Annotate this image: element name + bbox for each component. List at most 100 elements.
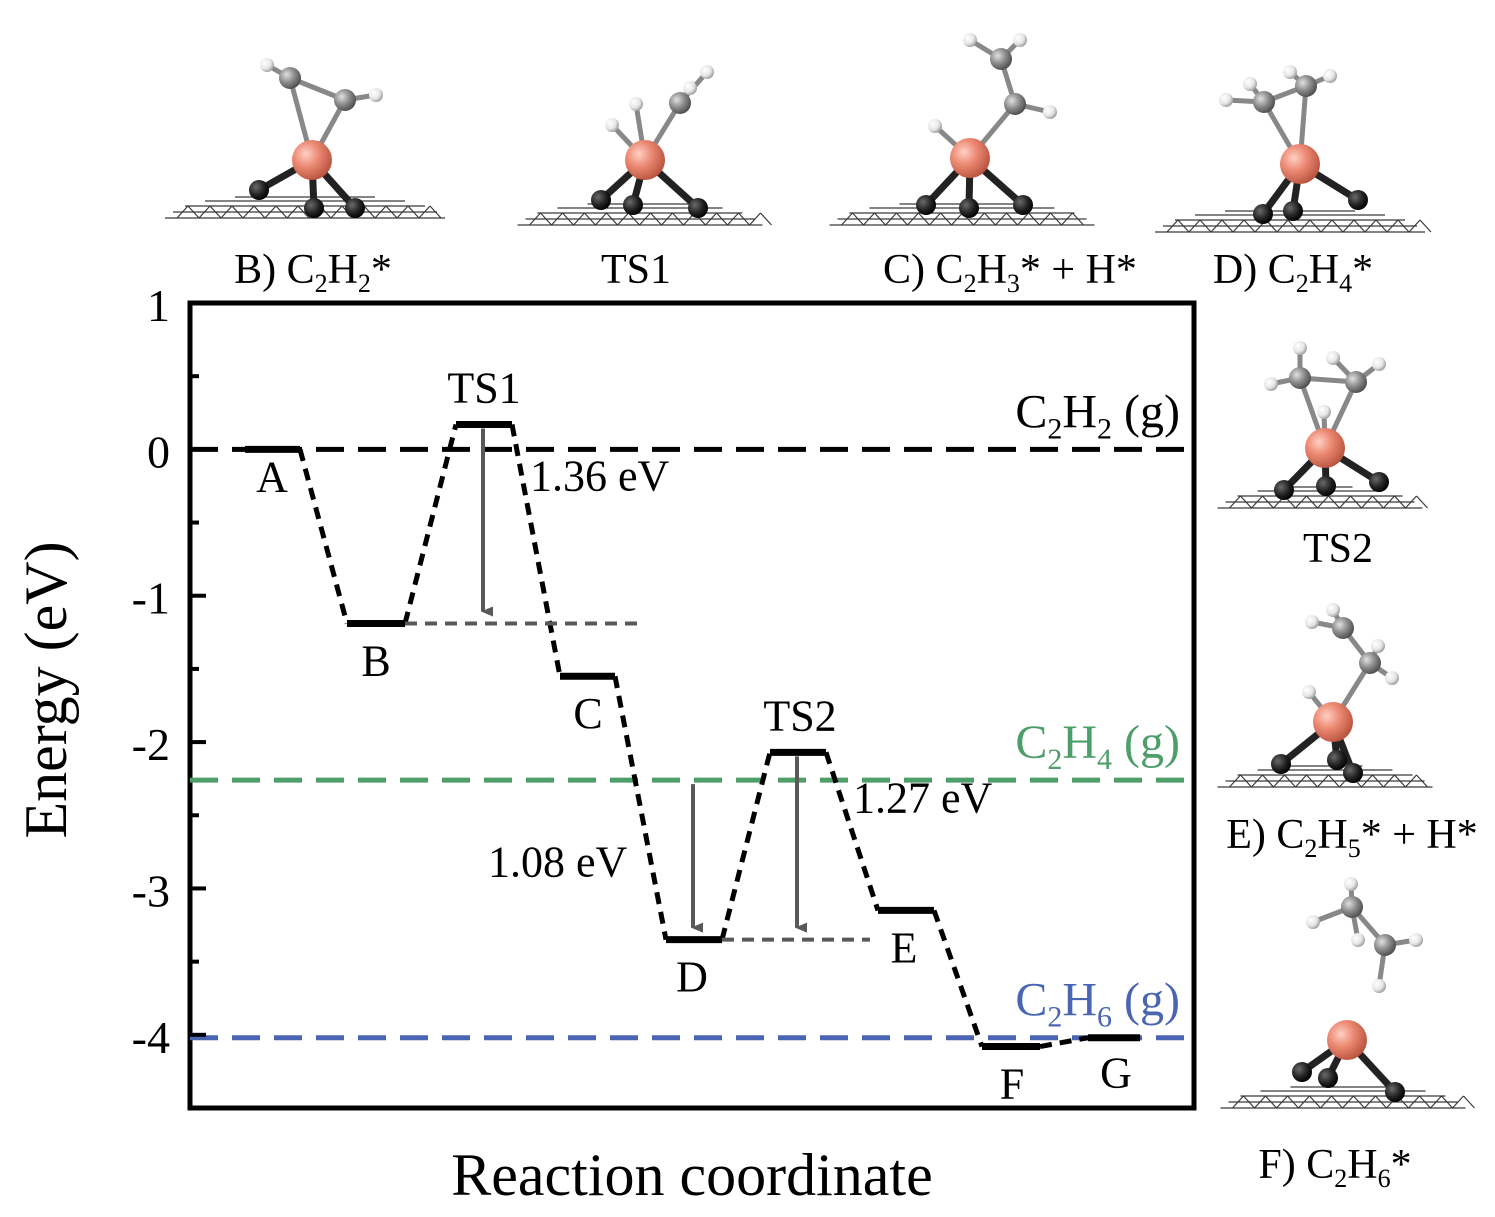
molecular-structures xyxy=(165,33,1475,1109)
substrate-bond xyxy=(275,205,288,219)
substrate-bond xyxy=(1287,219,1300,233)
substrate-bond xyxy=(209,205,222,219)
hydrogen-atom xyxy=(683,81,697,95)
substrate-bond xyxy=(573,212,585,226)
hydrogen-atom xyxy=(1302,685,1316,699)
hydrogen-atom xyxy=(1372,979,1386,993)
carbon-atom xyxy=(1332,617,1354,639)
substrate-bond xyxy=(973,212,985,226)
carbon-atom xyxy=(1359,652,1381,674)
state-label-g: G xyxy=(1100,1049,1132,1098)
substrate-bond xyxy=(896,212,908,226)
substrate-bond xyxy=(1317,774,1329,788)
substrate-bond xyxy=(951,212,963,226)
substrate-bond xyxy=(749,212,761,226)
hydrogen-atom xyxy=(1043,105,1057,119)
substrate-bond xyxy=(1284,774,1296,788)
substrate-bond xyxy=(231,205,244,219)
substrate-atom xyxy=(1253,204,1273,224)
substrate-bond xyxy=(1240,495,1252,509)
state-label-ts1: TS1 xyxy=(447,363,520,412)
state-label-c: C xyxy=(573,689,602,738)
hydrogen-atom xyxy=(1013,33,1027,47)
y-tick-label: 1 xyxy=(147,280,170,331)
substrate-bond xyxy=(995,212,1007,226)
substrate-bond xyxy=(1452,1095,1464,1109)
hydrogen-atom xyxy=(1371,639,1385,653)
metal-atom xyxy=(292,140,332,180)
path-connector xyxy=(402,423,459,625)
barrier-label: 1.36 eV xyxy=(530,451,670,500)
substrate-atom xyxy=(1013,195,1033,215)
path-connector xyxy=(931,909,985,1048)
hydrogen-atom xyxy=(700,65,714,79)
substrate-bond xyxy=(1166,219,1179,233)
substrate-bond xyxy=(540,212,552,226)
substrate-bond xyxy=(628,212,640,226)
substrate-bond xyxy=(1017,212,1029,226)
path-connector xyxy=(823,751,881,912)
path-connector xyxy=(1039,1035,1089,1049)
state-label-f: F xyxy=(1000,1060,1024,1109)
substrate-bond xyxy=(716,212,728,226)
structure-label-f: F) C2H6* xyxy=(1258,1142,1411,1193)
structure-ts2 xyxy=(1217,341,1428,509)
substrate-bond xyxy=(874,212,886,226)
substrate-bond xyxy=(1408,219,1421,233)
structure-label-d: D) C2H4* xyxy=(1213,247,1373,298)
substrate-bond xyxy=(863,212,875,226)
hydrogen-atom xyxy=(1326,351,1340,365)
hydrogen-atom xyxy=(1317,405,1331,419)
substrate-bond xyxy=(1328,495,1340,509)
substrate-bond xyxy=(1229,774,1241,788)
metal-atom xyxy=(1280,144,1320,184)
y-axis-label: Energy (eV) xyxy=(13,541,79,838)
y-tick-label: 0 xyxy=(147,426,170,477)
y-tick-label: -3 xyxy=(132,865,170,916)
state-label-ts2: TS2 xyxy=(763,691,836,740)
substrate-bond xyxy=(418,205,431,219)
x-axis-label: Reaction coordinate xyxy=(451,1142,932,1208)
substrate-bond xyxy=(1210,219,1223,233)
substrate-bond xyxy=(1430,1095,1442,1109)
reference-line-labels: C2H2 (g) C2H4 (g) C2H6 (g) xyxy=(1015,385,1180,1033)
substrate-bond xyxy=(1383,495,1395,509)
substrate-bond xyxy=(1408,1095,1420,1109)
substrate-bond xyxy=(1416,495,1428,509)
substrate-bond xyxy=(1232,1095,1244,1109)
carbon-atom xyxy=(1004,93,1026,115)
substrate-bond xyxy=(1199,219,1212,233)
structure-label-ts1: TS1 xyxy=(601,247,671,293)
substrate-bond xyxy=(1298,1095,1310,1109)
substrate-bond xyxy=(1287,1095,1299,1109)
substrate-atom xyxy=(1274,480,1294,500)
substrate-bond xyxy=(727,212,739,226)
substrate-bond xyxy=(841,212,853,226)
state-label-e: E xyxy=(891,923,918,972)
state-label-a: A xyxy=(256,452,288,501)
hydrogen-atom xyxy=(1283,65,1297,79)
path-connectors xyxy=(297,423,1089,1049)
substrate-bond xyxy=(1361,495,1373,509)
substrate-bond xyxy=(1386,219,1399,233)
substrate-bond xyxy=(672,212,684,226)
substrate-atom xyxy=(1385,1082,1405,1102)
substrate-bond xyxy=(187,205,200,219)
substrate-bond xyxy=(617,212,629,226)
substrate-bond xyxy=(650,212,662,226)
substrate-atom xyxy=(1283,201,1303,221)
substrate-bond xyxy=(264,205,277,219)
substrate-bond xyxy=(297,205,310,219)
substrate-bond xyxy=(929,212,941,226)
substrate-bond xyxy=(1298,219,1311,233)
substrate-bond xyxy=(940,212,952,226)
carbon-atom xyxy=(1289,367,1311,389)
state-label-d: D xyxy=(676,953,708,1002)
carbon-atom xyxy=(1345,371,1367,393)
structure-d-c2h4 xyxy=(1155,65,1432,233)
substrate-bond xyxy=(852,212,864,226)
substrate-atom xyxy=(623,195,643,215)
state-label-b: B xyxy=(361,637,390,686)
substrate-bond xyxy=(1342,1095,1354,1109)
substrate-bond xyxy=(1342,219,1355,233)
